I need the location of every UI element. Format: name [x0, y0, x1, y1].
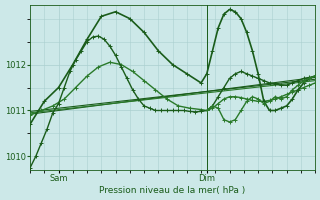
X-axis label: Pression niveau de la mer( hPa ): Pression niveau de la mer( hPa )	[100, 186, 246, 195]
